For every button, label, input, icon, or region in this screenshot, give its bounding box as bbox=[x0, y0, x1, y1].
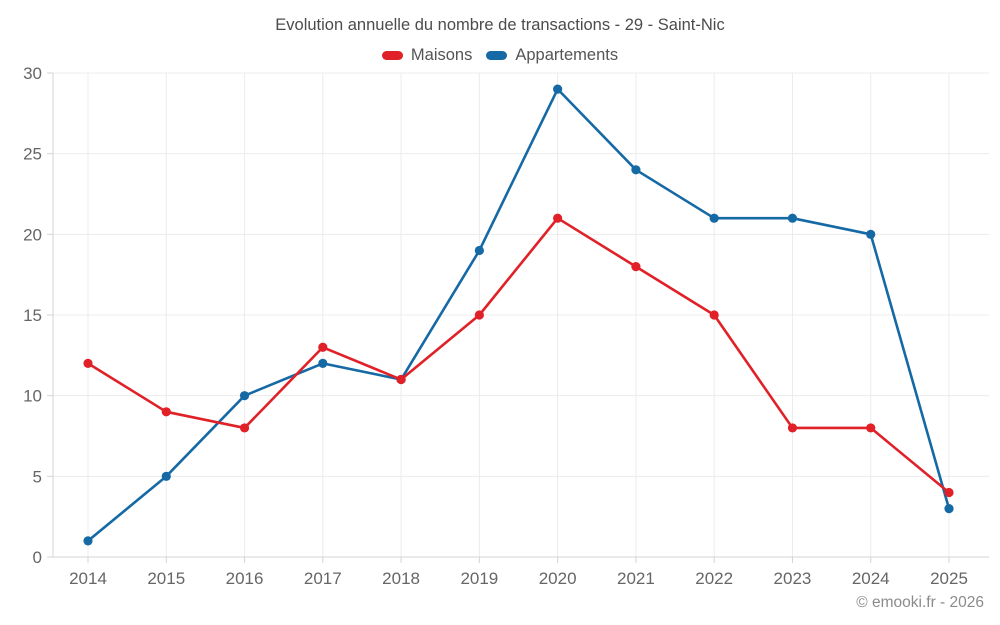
x-tick-label: 2024 bbox=[852, 569, 890, 588]
maisons-point-2016[interactable] bbox=[239, 423, 250, 433]
legend-label-maisons: Maisons bbox=[410, 46, 473, 64]
y-tick-label: 5 bbox=[33, 467, 42, 486]
x-tick-label: 2023 bbox=[774, 569, 812, 588]
maisons-point-2025[interactable] bbox=[944, 487, 954, 498]
chart-title: Evolution annuelle du nombre de transact… bbox=[275, 16, 725, 34]
appartements-point-2015[interactable] bbox=[161, 471, 171, 481]
legend-item-appartements[interactable]: Appartements bbox=[486, 46, 618, 65]
y-tick-label: 30 bbox=[23, 64, 42, 83]
appartements-point-2025[interactable] bbox=[944, 504, 954, 514]
maisons-point-2022[interactable] bbox=[709, 310, 719, 320]
x-tick-label: 2016 bbox=[226, 569, 264, 588]
copyright: © emooki.fr - 2026 bbox=[856, 594, 984, 611]
appartements-point-2023[interactable] bbox=[787, 213, 798, 223]
legend-item-maisons[interactable]: Maisons bbox=[381, 46, 473, 65]
appartements-point-2024[interactable] bbox=[866, 229, 876, 239]
maisons-point-2024[interactable] bbox=[866, 423, 876, 433]
x-tick-label: 2021 bbox=[617, 569, 655, 588]
x-tick-label: 2018 bbox=[382, 569, 420, 588]
legend-swatch-maisons bbox=[381, 51, 403, 60]
x-tick-label: 2015 bbox=[147, 569, 185, 588]
x-tick-label: 2025 bbox=[930, 569, 968, 588]
appartements-point-2020[interactable] bbox=[553, 84, 563, 94]
y-tick-label: 20 bbox=[23, 225, 42, 244]
appartements-point-2014[interactable] bbox=[83, 536, 93, 546]
y-tick-label: 10 bbox=[23, 387, 42, 406]
x-tick-label: 2014 bbox=[69, 569, 107, 588]
legend-label-appartements: Appartements bbox=[515, 46, 619, 64]
y-tick-label: 0 bbox=[33, 548, 42, 567]
x-tick-label: 2022 bbox=[695, 569, 733, 588]
maisons-point-2021[interactable] bbox=[631, 262, 641, 272]
y-tick-label: 15 bbox=[23, 306, 42, 325]
appartements-point-2019[interactable] bbox=[474, 245, 484, 256]
appartements-point-2022[interactable] bbox=[709, 213, 719, 223]
maisons-point-2017[interactable] bbox=[318, 342, 328, 352]
x-tick-label: 2019 bbox=[460, 569, 498, 588]
maisons-point-2018[interactable] bbox=[396, 374, 406, 385]
appartements-point-2016[interactable] bbox=[239, 391, 250, 401]
maisons-point-2014[interactable] bbox=[83, 358, 93, 368]
maisons-point-2023[interactable] bbox=[787, 423, 798, 433]
legend-swatch-appartements bbox=[486, 51, 508, 60]
maisons-point-2015[interactable] bbox=[161, 407, 171, 417]
appartements-line bbox=[86, 87, 951, 543]
x-tick-label: 2017 bbox=[304, 569, 342, 588]
maisons-point-2019[interactable] bbox=[474, 310, 484, 320]
appartements-point-2021[interactable] bbox=[631, 165, 641, 175]
x-tick-label: 2020 bbox=[539, 569, 577, 588]
appartements-point-2017[interactable] bbox=[318, 358, 328, 368]
y-tick-label: 25 bbox=[23, 145, 42, 164]
maisons-point-2020[interactable] bbox=[553, 213, 563, 223]
maisons-line bbox=[86, 216, 951, 494]
legend: Maisons Appartements bbox=[0, 46, 1000, 65]
